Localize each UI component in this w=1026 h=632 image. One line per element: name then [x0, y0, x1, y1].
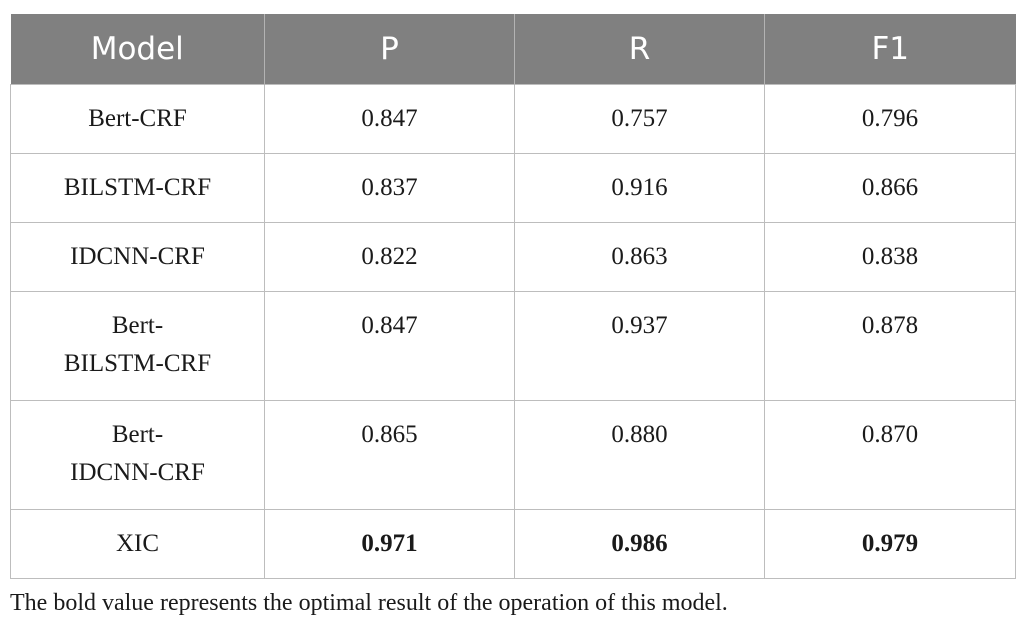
- cell-f1: 0.838: [764, 222, 1016, 292]
- table-row: XIC 0.971 0.986 0.979: [10, 509, 1016, 579]
- cell-f1: 0.796: [764, 84, 1016, 154]
- cell-r: 0.880: [514, 400, 765, 510]
- cell-model: BILSTM-CRF: [10, 153, 265, 223]
- cell-f1: 0.866: [764, 153, 1016, 223]
- results-table-container: Model P R F1 Bert-CRF 0.847 0.757 0.796 …: [10, 14, 1016, 579]
- cell-f1: 0.878: [764, 291, 1016, 401]
- cell-p: 0.847: [264, 84, 515, 154]
- model-name-line: BILSTM-CRF: [63, 350, 212, 377]
- model-name-line: IDCNN-CRF: [70, 243, 205, 270]
- cell-r: 0.863: [514, 222, 765, 292]
- cell-model: XIC: [10, 509, 265, 579]
- model-name-line: Bert-: [111, 312, 164, 339]
- cell-r: 0.937: [514, 291, 765, 401]
- cell-p: 0.847: [264, 291, 515, 401]
- cell-model: Bert- IDCNN-CRF: [10, 400, 265, 510]
- header-model: Model: [10, 14, 265, 85]
- table-row: Bert- IDCNN-CRF 0.865 0.880 0.870: [10, 400, 1016, 510]
- header-r: R: [514, 14, 765, 85]
- model-name-line: Bert-: [111, 421, 164, 448]
- cell-model: Bert-CRF: [10, 84, 265, 154]
- model-name-line: BILSTM-CRF: [63, 174, 212, 201]
- header-f1: F1: [764, 14, 1016, 85]
- model-name-line: XIC: [115, 530, 160, 557]
- cell-r: 0.757: [514, 84, 765, 154]
- table-row: IDCNN-CRF 0.822 0.863 0.838: [10, 222, 1016, 292]
- header-row: Model P R F1: [10, 14, 1016, 85]
- cell-p: 0.971: [264, 509, 515, 579]
- cell-p: 0.865: [264, 400, 515, 510]
- cell-r: 0.916: [514, 153, 765, 223]
- header-p: P: [264, 14, 515, 85]
- cell-model: Bert- BILSTM-CRF: [10, 291, 265, 401]
- table-row: Bert- BILSTM-CRF 0.847 0.937 0.878: [10, 291, 1016, 401]
- table-body: Bert-CRF 0.847 0.757 0.796 BILSTM-CRF 0.…: [10, 84, 1016, 579]
- cell-model: IDCNN-CRF: [10, 222, 265, 292]
- results-table: Model P R F1 Bert-CRF 0.847 0.757 0.796 …: [10, 14, 1016, 579]
- model-name-line: IDCNN-CRF: [70, 459, 205, 486]
- cell-f1: 0.979: [764, 509, 1016, 579]
- model-name-line: Bert-CRF: [88, 105, 187, 132]
- table-row: Bert-CRF 0.847 0.757 0.796: [10, 84, 1016, 154]
- table-footnote: The bold value represents the optimal re…: [10, 590, 728, 616]
- cell-p: 0.822: [264, 222, 515, 292]
- table-header: Model P R F1: [10, 14, 1016, 85]
- cell-f1: 0.870: [764, 400, 1016, 510]
- cell-p: 0.837: [264, 153, 515, 223]
- table-row: BILSTM-CRF 0.837 0.916 0.866: [10, 153, 1016, 223]
- cell-r: 0.986: [514, 509, 765, 579]
